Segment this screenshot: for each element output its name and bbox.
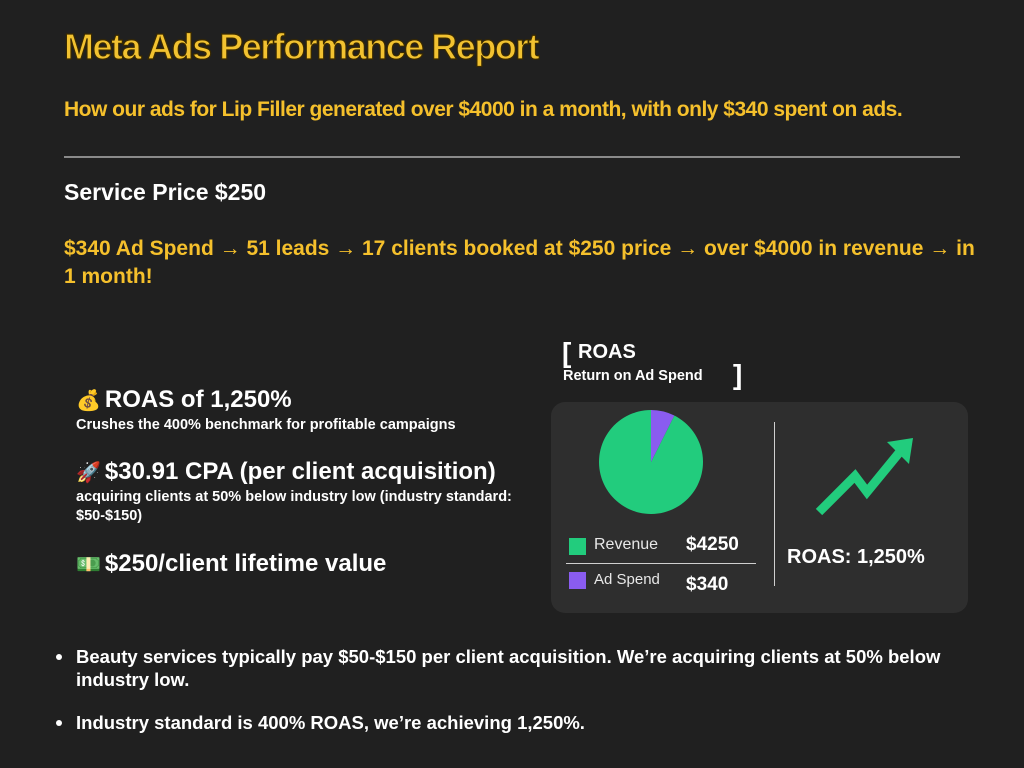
legend-divider xyxy=(566,563,756,564)
dollar-banknote-icon: 💵 xyxy=(76,552,101,576)
bracket-open: [ xyxy=(562,337,572,368)
revenue-legend-value: $4250 xyxy=(686,534,739,555)
list-item: Beauty services typically pay $50-$150 p… xyxy=(54,645,984,691)
stat-ltv: 💵 $250/client lifetime value xyxy=(76,550,386,578)
stat-roas-text: ROAS of 1,250% xyxy=(104,386,292,413)
bullet-list: Beauty services typically pay $50-$150 p… xyxy=(54,645,984,734)
rocket-icon: 🚀 xyxy=(76,460,101,484)
service-price: Service Price $250 xyxy=(64,179,267,205)
report-title: Meta Ads Performance Report xyxy=(63,25,540,67)
roas-panel: Revenue $4250 Ad Spend $340 ROAS: 1,250% xyxy=(551,402,968,613)
stat-roas-detail: Crushes the 400% benchmark for profitabl… xyxy=(76,417,456,433)
ad-spend-swatch xyxy=(569,572,586,589)
stat-roas-headline: 💰 ROAS of 1,250% xyxy=(76,386,456,414)
money-bag-icon: 💰 xyxy=(76,388,101,412)
revenue-legend-label: Revenue xyxy=(594,536,659,553)
stat-roas: 💰 ROAS of 1,250% Crushes the 400% benchma… xyxy=(76,386,456,435)
trend-up-arrow-icon xyxy=(815,438,913,516)
roas-heading-title: ROAS xyxy=(578,341,636,363)
list-item: Industry standard is 400% ROAS, we’re ac… xyxy=(54,711,984,734)
ad-spend-legend-label: Ad Spend xyxy=(594,571,660,588)
stat-cpa-headline: 🚀 $30.91 CPA (per client acquisition) xyxy=(76,458,526,486)
roas-value: ROAS: 1,250% xyxy=(787,546,925,568)
pie-slice-ad-spend xyxy=(651,410,675,462)
roas-heading-subtitle: Return on Ad Spend xyxy=(563,368,703,384)
stat-cpa-text: $30.91 CPA (per client acquisition) xyxy=(104,458,496,485)
revenue-vs-spend-pie xyxy=(599,410,703,514)
stat-cpa-detail: acquiring clients at 50% below industry … xyxy=(76,489,512,524)
stat-ltv-text: $250/client lifetime value xyxy=(104,550,387,577)
panel-divider-vertical xyxy=(774,422,775,586)
stat-ltv-headline: 💵 $250/client lifetime value xyxy=(76,550,386,578)
funnel-summary: $340 Ad Spend → 51 leads → 17 clients bo… xyxy=(64,237,975,288)
ad-spend-legend-value: $340 xyxy=(686,574,729,595)
revenue-swatch xyxy=(569,538,586,555)
report-subtitle: How our ads for Lip Filler generated ove… xyxy=(64,98,903,121)
stat-cpa: 🚀 $30.91 CPA (per client acquisition) acq… xyxy=(76,458,526,526)
header-divider xyxy=(64,156,960,158)
bracket-close: ] xyxy=(733,359,743,390)
